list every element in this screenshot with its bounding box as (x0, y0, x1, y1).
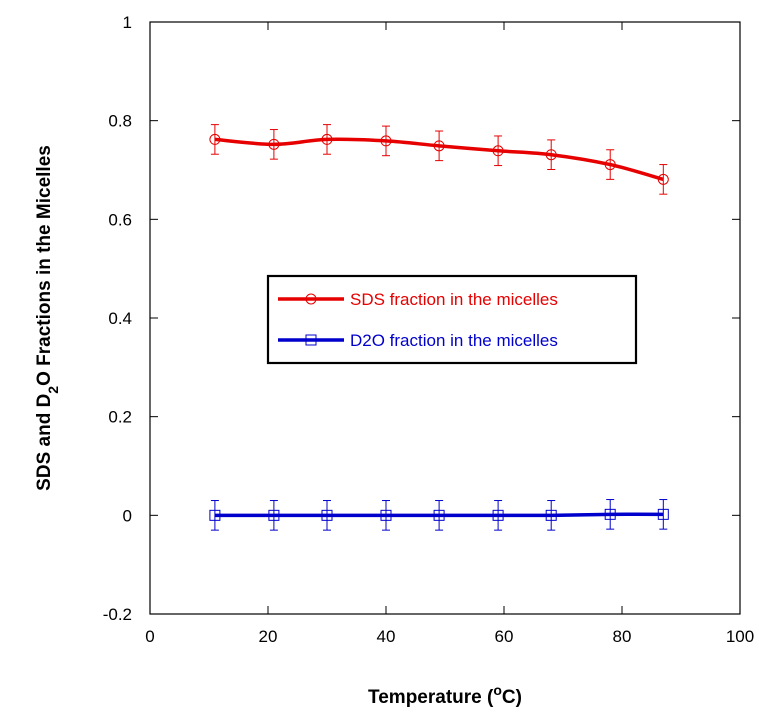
data-point (545, 509, 557, 521)
data-point (321, 509, 333, 521)
data-point (380, 509, 392, 521)
x-tick-label: 20 (259, 627, 278, 646)
data-point (492, 509, 504, 521)
y-tick-label: 0.6 (108, 210, 132, 229)
legend-marker (305, 293, 317, 305)
data-point (604, 159, 616, 171)
y-tick-label: 0.8 (108, 112, 132, 131)
y-tick-label: 0.2 (108, 408, 132, 427)
data-point (268, 509, 280, 521)
y-tick-label: 0.4 (108, 309, 132, 328)
legend-marker (305, 334, 317, 346)
legend-box (266, 274, 638, 365)
data-point (380, 135, 392, 147)
y-tick-label: -0.2 (103, 605, 132, 624)
data-point (209, 509, 221, 521)
x-tick-label: 0 (145, 627, 154, 646)
x-tick-label: 100 (726, 627, 754, 646)
data-point (492, 145, 504, 157)
x-tick-label: 60 (495, 627, 514, 646)
data-point (268, 138, 280, 150)
series-2 (209, 499, 669, 531)
data-point (433, 140, 445, 152)
series-layer (209, 124, 669, 531)
axis-ticks: 0 20 40 60 80 100 -0.2 0 0.2 0.4 0.6 0.8 1 (103, 13, 754, 646)
legend-label: SDS fraction in the micelles (350, 290, 558, 309)
y-tick-label: 0 (123, 506, 132, 525)
x-tick-label: 80 (613, 627, 632, 646)
legend-label: D2O fraction in the micelles (350, 331, 558, 350)
y-tick-label: 1 (123, 13, 132, 32)
data-point (604, 508, 616, 520)
data-point (209, 133, 221, 145)
series-1 (209, 124, 669, 195)
x-tick-label: 40 (377, 627, 396, 646)
data-point (433, 509, 445, 521)
y-axis-title: SDS and D2O Fractions in the Micelles (34, 145, 61, 491)
data-point (657, 508, 669, 520)
x-axis-title: Temperature (oC) (368, 682, 522, 708)
legend: SDS fraction in the micelles D2O fraction… (266, 274, 638, 365)
data-point (321, 133, 333, 145)
data-point (545, 149, 557, 161)
data-point (657, 173, 669, 185)
